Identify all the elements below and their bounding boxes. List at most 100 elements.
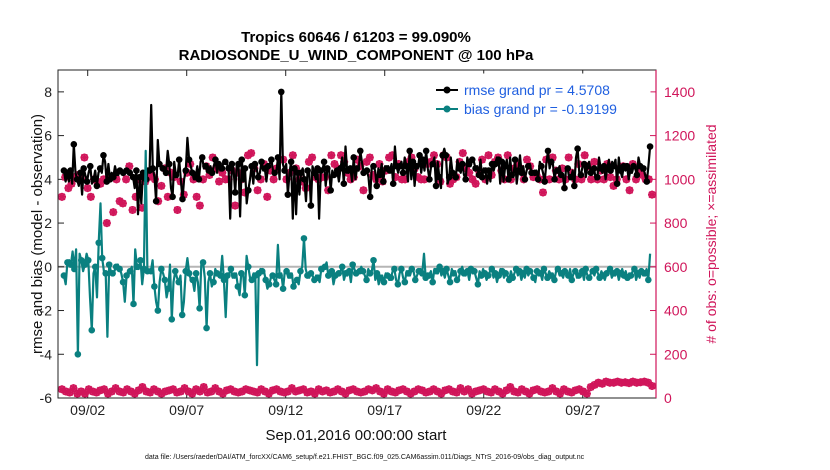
obs-assimilated-marker [247, 149, 256, 158]
obs-assimilated-marker [195, 201, 204, 210]
obs-assimilated-marker-low [379, 389, 388, 398]
obs-assimilated-marker [288, 151, 297, 160]
obs-assimilated-marker-low [268, 386, 277, 395]
obs-assimilated-marker-low [103, 389, 112, 398]
obs-assimilated-marker [606, 173, 615, 182]
bias-point [370, 256, 377, 264]
rmse-point [297, 169, 305, 177]
rmse-point [254, 173, 262, 181]
rmse-point [610, 162, 618, 170]
rmse-point [264, 162, 272, 170]
bias-point [171, 267, 179, 275]
obs-assimilated-marker-low [245, 386, 254, 395]
obs-assimilated-marker [609, 181, 618, 190]
rmse-point [646, 143, 654, 150]
rmse-point [274, 154, 282, 161]
obs-assimilated-marker-low [609, 378, 618, 387]
obs-assimilated-marker [215, 177, 224, 186]
rmse-point [258, 158, 265, 166]
obs-assimilated-marker [266, 166, 275, 175]
bias-point [645, 276, 652, 284]
rmse-point [571, 182, 578, 190]
obs-assimilated-marker-low [487, 388, 496, 397]
rmse-point [567, 173, 575, 181]
obs-assimilated-marker [625, 186, 634, 195]
bias-point [394, 280, 402, 288]
bias-point [551, 276, 558, 284]
obs-assimilated-marker-low [310, 389, 319, 398]
obs-assimilated-marker [308, 153, 317, 162]
obs-assimilated-marker-low [556, 389, 565, 398]
y-tick-label-right: 200 [664, 346, 688, 362]
rmse-point [396, 162, 404, 170]
rmse-point [574, 145, 581, 153]
bias-point [293, 276, 301, 284]
obs-assimilated-marker-low [498, 389, 507, 398]
obs-assimilated-marker [648, 190, 657, 199]
bias-point [175, 278, 183, 286]
bias-point [116, 265, 123, 273]
obs-assimilated-marker-low [169, 385, 178, 394]
obs-assimilated-marker-low [111, 384, 120, 393]
data-file-footnote: data file: /Users/raeder/DAI/ATM_forcXX/… [145, 454, 585, 461]
obs-assimilated-marker-low [264, 389, 273, 398]
rmse-point [380, 178, 387, 185]
x-tick-label: 09/22 [466, 402, 501, 418]
obs-assimilated-marker [484, 151, 493, 160]
y-tick-label-right: 600 [664, 259, 688, 275]
rmse-point [472, 165, 479, 172]
obs-assimilated-marker [96, 179, 105, 188]
rmse-point [172, 171, 180, 179]
obs-assimilated-marker-low [92, 388, 101, 397]
obs-assimilated-marker-low [425, 387, 434, 396]
bias-point [307, 270, 315, 277]
legend-bias-label: bias grand pr = -0.19199 [464, 101, 617, 117]
bias-point [509, 274, 516, 282]
obs-assimilated-marker [564, 153, 573, 162]
bias-point [540, 265, 548, 273]
obs-assimilated-marker-low [337, 387, 346, 396]
obs-assimilated-marker-low [441, 386, 450, 395]
obs-assimilated-marker-low [226, 385, 235, 394]
obs-assimilated-marker [455, 157, 464, 166]
obs-assimilated-marker-low [165, 386, 174, 395]
obs-assimilated-marker-low [65, 388, 74, 397]
rmse-point [640, 165, 647, 172]
rmse-point [590, 165, 598, 172]
obs-assimilated-marker-low [253, 388, 262, 397]
obs-assimilated-marker [327, 151, 336, 160]
rmse-point [538, 162, 545, 170]
rmse-point [90, 176, 97, 183]
obs-assimilated-marker-low [96, 386, 105, 395]
bias-point [231, 272, 238, 279]
bias-point [297, 267, 304, 275]
y-tick-label-right: 400 [664, 303, 688, 319]
obs-assimilated-marker-low [215, 387, 224, 396]
obs-assimilated-marker-low [345, 386, 354, 395]
obs-assimilated-marker [147, 170, 156, 179]
bias-point [627, 272, 635, 279]
obs-assimilated-marker [513, 160, 522, 169]
obs-assimilated-marker-low [295, 386, 304, 395]
bias-point [401, 278, 409, 286]
obs-assimilated-marker-low [176, 387, 185, 396]
rmse-point [281, 167, 288, 174]
obs-assimilated-marker [304, 157, 313, 166]
bias-point [178, 311, 186, 319]
bias-point [196, 305, 203, 312]
obs-assimilated-marker-low [276, 387, 285, 396]
obs-assimilated-marker [163, 192, 172, 201]
rmse-point [613, 180, 621, 188]
obs-assimilated-marker-low [291, 387, 300, 396]
obs-assimilated-marker-low [360, 387, 369, 396]
rmse-point [133, 167, 140, 174]
obs-assimilated-marker [208, 153, 217, 162]
rmse-point [412, 162, 420, 170]
y-tick-label-right: 1200 [664, 128, 695, 144]
obs-assimilated-marker-low [134, 386, 143, 395]
rmse-point [643, 178, 651, 185]
rmse-point [432, 182, 440, 190]
bias-point [349, 261, 356, 268]
obs-assimilated-marker-low [602, 377, 611, 386]
legend-rmse-label: rmse grand pr = 4.5708 [464, 82, 610, 98]
